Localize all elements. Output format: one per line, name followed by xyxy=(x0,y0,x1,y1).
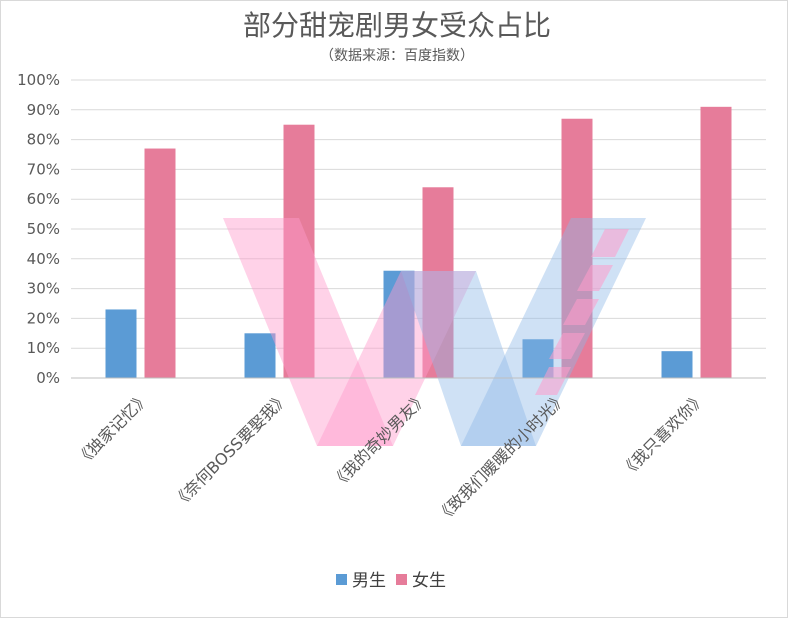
legend-label-male: 男生 xyxy=(352,571,386,591)
watermark-w-stripe-5 xyxy=(535,367,571,395)
bar-female xyxy=(422,187,454,378)
watermark-w-stripe-4 xyxy=(549,333,585,359)
y-tick-label: 0% xyxy=(36,369,60,387)
bar-male xyxy=(661,351,693,378)
x-category-label: 《独家记忆》 xyxy=(72,388,153,469)
y-tick-label: 70% xyxy=(27,160,60,178)
y-tick-label: 90% xyxy=(27,101,60,119)
watermark-w-stripe-1 xyxy=(591,229,629,257)
y-tick-label: 30% xyxy=(27,280,60,298)
bars xyxy=(105,106,732,379)
watermark-w-stripe-2 xyxy=(577,265,613,291)
bar-female xyxy=(700,106,732,378)
legend-swatch-female xyxy=(396,574,407,585)
legend-label-female: 女生 xyxy=(412,571,446,591)
x-category-label: 《奈何BOSS要娶我》 xyxy=(169,388,292,511)
y-tick-label: 80% xyxy=(27,131,60,149)
y-axis-ticks: 0% 10% 20% 30% 40% 50% 60% 70% 80% 90% 100% xyxy=(17,71,60,387)
bar-male xyxy=(105,309,137,378)
watermark-w-pink-left xyxy=(223,218,393,446)
watermark-w-pink-middle xyxy=(317,271,476,446)
bar-male xyxy=(383,270,415,378)
watermark-logo xyxy=(223,218,646,446)
y-tick-label: 20% xyxy=(27,309,60,327)
legend: 男生 女生 xyxy=(336,571,446,591)
y-tick-label: 50% xyxy=(27,220,60,238)
y-tick-label: 40% xyxy=(27,250,60,268)
watermark-w-stripe-3 xyxy=(563,299,599,325)
gridlines xyxy=(71,79,766,349)
bar-male xyxy=(244,333,276,378)
chart-title: 部分甜宠剧男女受众占比 xyxy=(243,9,551,42)
legend-swatch-male xyxy=(336,574,347,585)
y-tick-label: 100% xyxy=(17,71,60,89)
bar-female xyxy=(283,124,315,378)
y-tick-label: 60% xyxy=(27,190,60,208)
chart-subtitle: （数据来源：百度指数） xyxy=(320,48,474,64)
y-tick-label: 10% xyxy=(27,339,60,357)
watermark-w-blue-left xyxy=(401,271,536,446)
x-category-label: 《我只喜欢你》 xyxy=(617,388,710,481)
bar-female xyxy=(144,148,176,378)
